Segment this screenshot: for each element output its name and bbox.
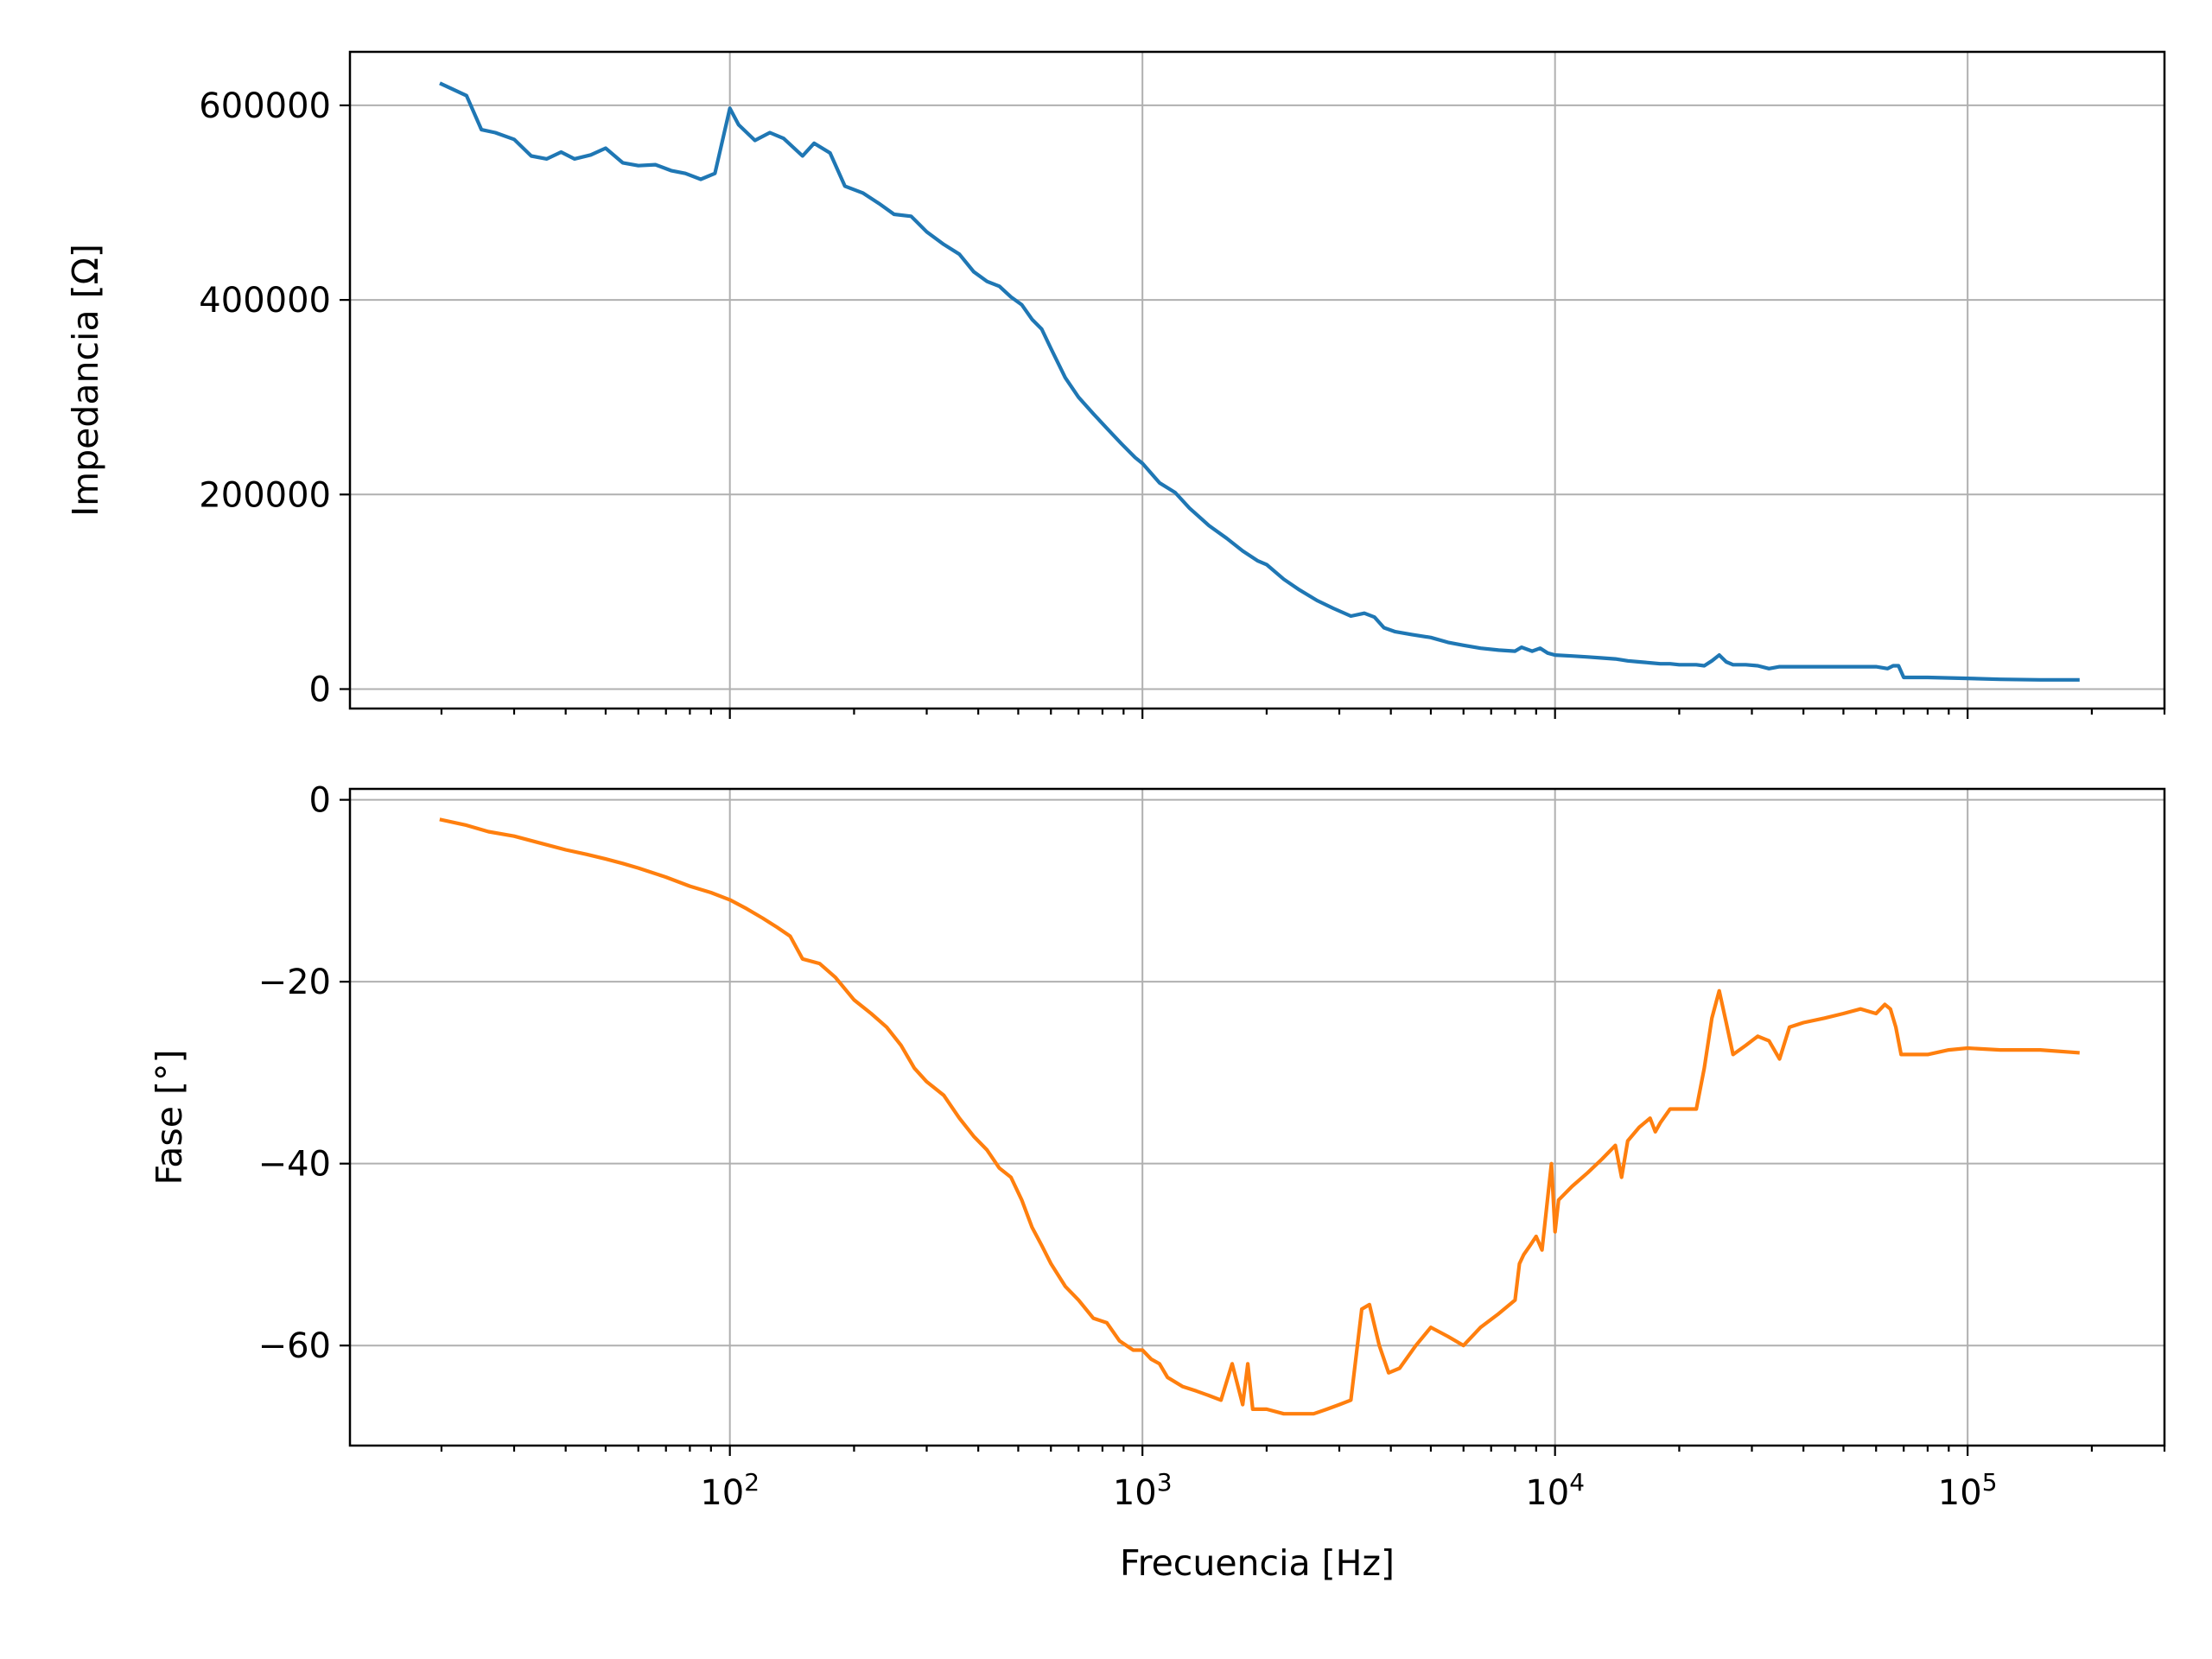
impedance-series-line — [439, 81, 2080, 682]
phase-x-tick-label-0: 102 — [700, 1468, 760, 1513]
impedance-y-tick-label-0: 0 — [309, 670, 331, 709]
phase-x-tick-label-1: 103 — [1113, 1468, 1173, 1513]
phase-x-tick-label-2: 104 — [1525, 1468, 1585, 1513]
phase-panel: 0 −20 −40 −60 102 103 104 105 Fase [°] Frecuencia… — [149, 781, 2166, 1584]
phase-x-axis-title: Frecuencia [Hz] — [1120, 1542, 1395, 1584]
impedance-y-tick-label-3: 600000 — [199, 86, 331, 126]
impedance-y-tick-label-2: 400000 — [199, 281, 331, 321]
impedance-axes-frame — [348, 50, 2166, 710]
phase-y-tick-label-0: 0 — [309, 781, 331, 821]
impedance-panel: 0 200000 400000 600000 Impedancia [Ω] — [65, 50, 2166, 719]
phase-x-tick-label-3: 105 — [1938, 1468, 1998, 1513]
impedance-y-axis-title: Impedancia [Ω] — [65, 244, 106, 517]
impedance-y-tick-label-1: 200000 — [199, 475, 331, 515]
phase-y-tick-label-1: −20 — [258, 963, 331, 1002]
phase-axes-frame — [348, 787, 2166, 1447]
phase-y-tick-label-2: −40 — [258, 1145, 331, 1185]
phase-y-axis-title: Fase [°] — [149, 1049, 190, 1185]
phase-series-line — [439, 817, 2080, 1416]
phase-y-tick-label-3: −60 — [258, 1326, 331, 1366]
